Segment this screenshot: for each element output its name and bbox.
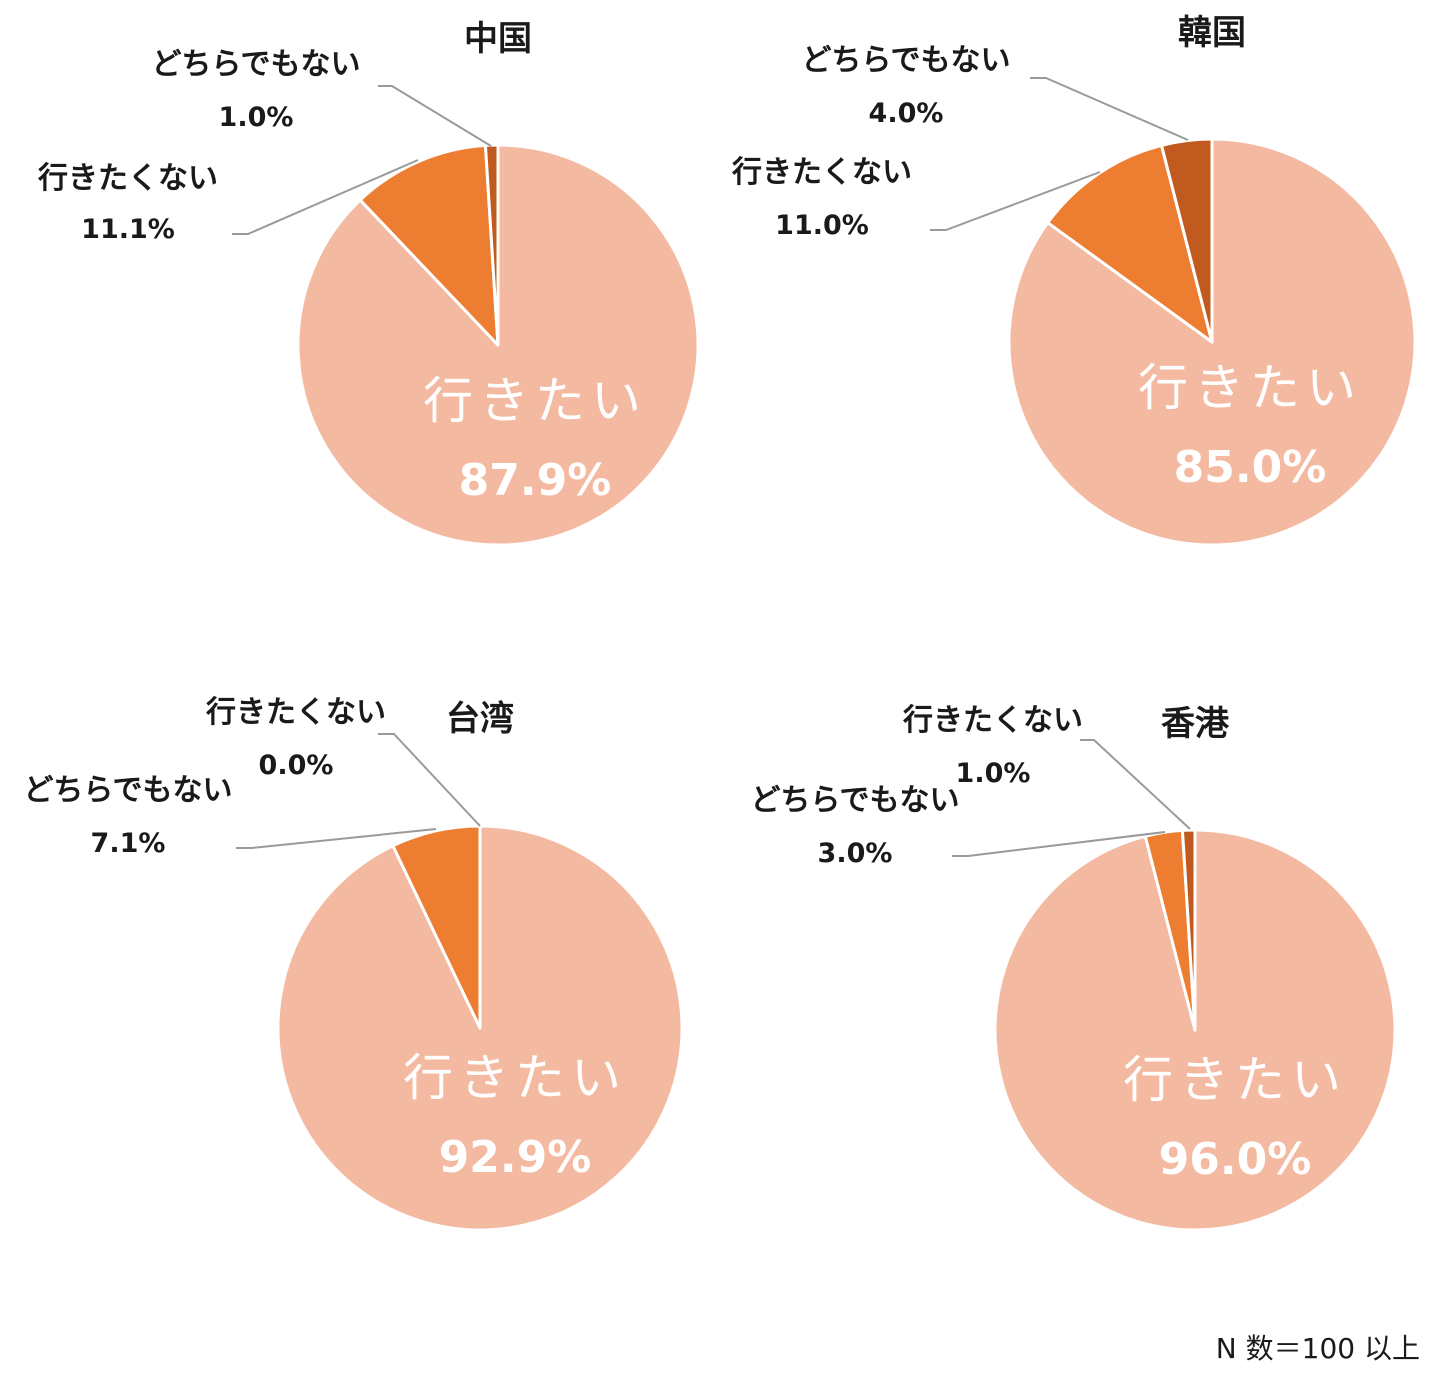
leader-line [378,733,481,827]
slice-value: 0.0% [259,750,334,781]
slice-label: 行きたくない [902,703,1083,738]
chart-title: 中国 [464,19,532,59]
leader-line [236,828,437,849]
slice-label: 行きたくない [37,161,218,196]
slice-label: 行きたくない [205,695,386,730]
pie-slice [483,143,500,347]
pie-slice [1046,143,1214,344]
slice-label: 行きたい [1138,359,1362,417]
slice-value: 1.0% [219,102,294,133]
slice-value: 11.1% [81,214,175,245]
slice-value: 4.0% [869,98,944,129]
slice-value: 92.9% [439,1132,592,1183]
slice-value: 87.9% [459,455,612,506]
leader-line [1080,739,1191,830]
slice-label: 行きたい [423,372,647,430]
leader-line [952,831,1166,857]
slice-label: 行きたくない [731,155,912,190]
sample-size-note: N 数＝100 以上 [1215,1332,1420,1365]
slice-label: どちらでもない [750,783,959,818]
slice-label: どちらでもない [23,773,232,808]
pie-slice [1180,828,1197,1032]
slice-value: 7.1% [91,828,166,859]
slice-label: 行きたい [1123,1051,1347,1109]
slice-value: 3.0% [818,838,893,869]
pie-slice [1160,137,1214,344]
leader-line [378,85,492,147]
slice-label: どちらでもない [801,43,1010,78]
slice-value: 11.0% [775,210,869,241]
slice-label: どちらでもない [151,47,360,82]
chart-title: 香港 [1161,704,1230,744]
pie-slice [296,143,700,547]
leader-line [1030,77,1189,141]
chart-title: 台湾 [446,699,514,739]
pie-slice [358,143,500,347]
slice-value: 96.0% [1159,1134,1312,1185]
slice-value: 85.0% [1174,442,1327,493]
slice-label: 行きたい [403,1049,627,1107]
slice-value: 1.0% [956,758,1031,789]
leader-line [930,171,1101,231]
chart-title: 韓国 [1178,13,1246,53]
leader-line [232,159,419,235]
